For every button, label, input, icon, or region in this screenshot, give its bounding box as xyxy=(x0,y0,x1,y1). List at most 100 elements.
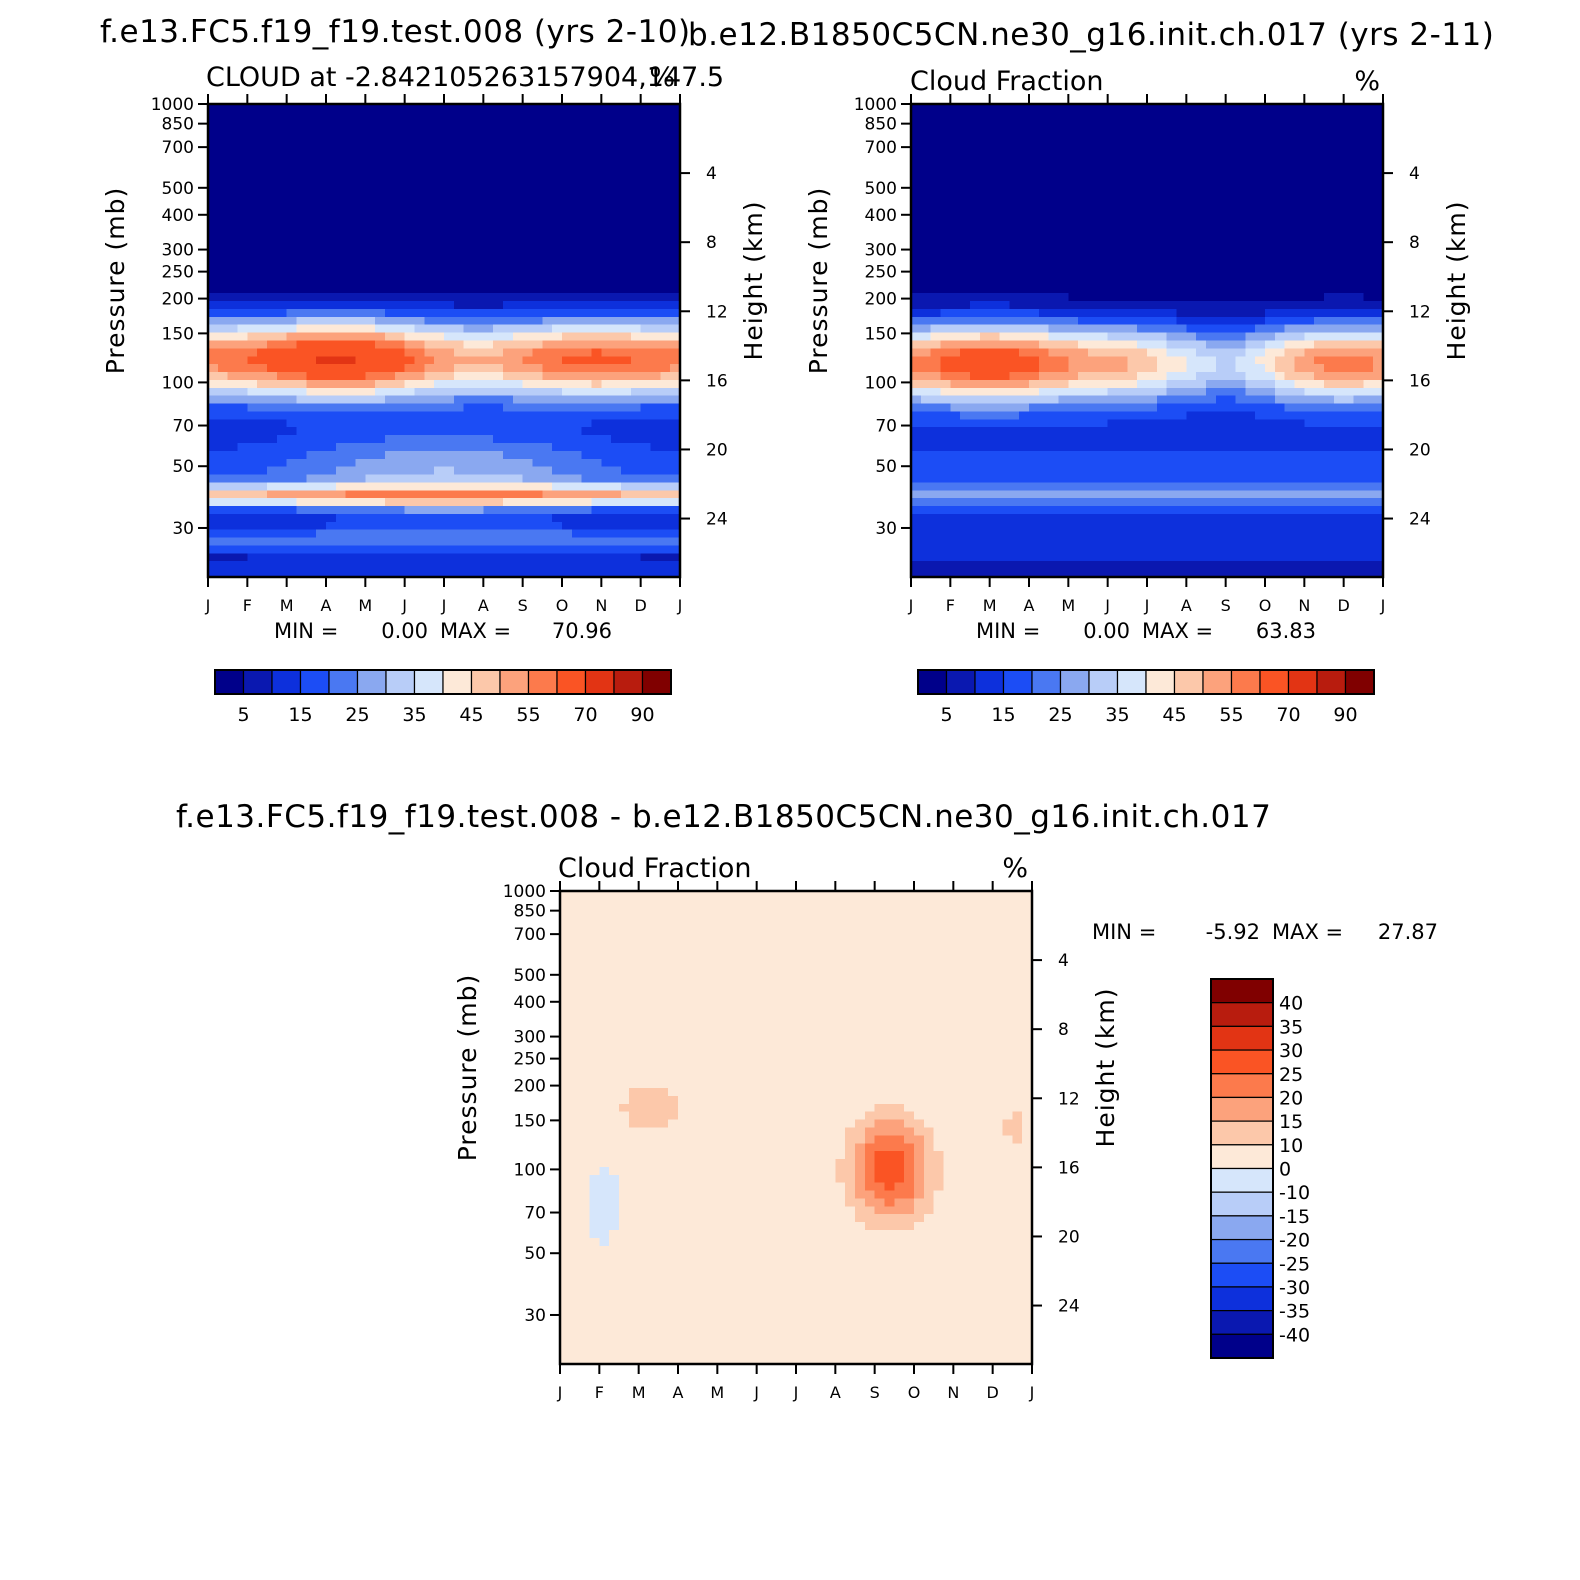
field-cell xyxy=(611,230,622,239)
field-cell xyxy=(1117,537,1128,547)
field-cell xyxy=(424,253,435,263)
field-cell xyxy=(1137,521,1148,531)
field-cell xyxy=(306,119,317,129)
field-cell xyxy=(208,269,219,279)
field-cell xyxy=(1029,293,1040,302)
field-cell xyxy=(591,308,602,318)
field-cell xyxy=(1088,135,1099,145)
field-cell xyxy=(1166,348,1178,357)
field-cell xyxy=(1009,553,1020,562)
field-cell xyxy=(1009,403,1020,413)
field-cell xyxy=(1048,269,1060,279)
field-cell xyxy=(326,387,337,397)
field-cell xyxy=(562,151,573,160)
field-cell xyxy=(970,482,981,491)
field-cell xyxy=(611,127,622,137)
field-cell xyxy=(1235,214,1246,223)
field-cell xyxy=(581,285,593,294)
field-cell xyxy=(453,545,465,554)
field-cell xyxy=(660,198,671,208)
field-cell xyxy=(611,553,622,562)
field-cell xyxy=(414,458,425,468)
field-cell xyxy=(911,427,922,436)
field-cell xyxy=(522,261,534,271)
field-cell xyxy=(542,104,553,113)
field-cell xyxy=(208,419,219,428)
field-cell xyxy=(621,482,632,491)
field-cell xyxy=(601,261,612,271)
field-cell xyxy=(1019,529,1030,539)
field-cell xyxy=(1088,498,1099,507)
field-cell xyxy=(591,111,602,121)
field-cell xyxy=(1078,182,1089,192)
pressure-tick-label: 700 xyxy=(162,138,194,158)
field-cell xyxy=(999,411,1010,420)
field-cell xyxy=(571,277,583,286)
field-cell xyxy=(930,174,942,184)
field-cell xyxy=(601,364,612,373)
field-cell xyxy=(1127,506,1138,515)
field-cell xyxy=(522,316,534,326)
field-cell xyxy=(571,190,583,200)
field-cell xyxy=(640,537,652,547)
field-cell xyxy=(930,245,942,255)
field-cell xyxy=(434,561,445,570)
field-cell xyxy=(591,119,602,129)
field-cell xyxy=(1078,190,1089,200)
field-cell xyxy=(316,119,327,129)
field-cell xyxy=(473,182,484,192)
field-cell xyxy=(267,332,278,342)
field-cell xyxy=(483,513,494,523)
field-cell xyxy=(463,545,475,554)
field-cell xyxy=(286,379,298,389)
field-cell xyxy=(571,545,583,554)
field-cell xyxy=(989,214,1001,223)
field-cell xyxy=(650,253,661,263)
field-cell xyxy=(1225,143,1237,152)
field-cell xyxy=(1127,403,1138,413)
field-cell xyxy=(306,253,317,263)
field-cell xyxy=(296,214,307,223)
field-cell xyxy=(950,482,961,491)
field-cell xyxy=(316,387,327,397)
field-cell xyxy=(444,214,455,223)
field-cell xyxy=(473,466,484,476)
field-cell xyxy=(1117,182,1128,192)
field-cell xyxy=(571,198,583,208)
field-cell xyxy=(1127,159,1138,168)
field-cell xyxy=(581,458,593,468)
field-cell xyxy=(970,529,981,539)
field-cell xyxy=(1097,190,1109,200)
field-cell xyxy=(1215,316,1227,326)
field-cell xyxy=(316,230,327,239)
field-cell xyxy=(217,308,229,318)
field-cell xyxy=(979,293,991,302)
field-cell xyxy=(571,356,583,365)
field-cell xyxy=(920,569,932,578)
field-cell xyxy=(581,387,593,397)
field-cell xyxy=(562,340,573,349)
field-cell xyxy=(404,474,416,483)
field-cell xyxy=(660,277,671,286)
field-cell xyxy=(1166,490,1178,499)
field-cell xyxy=(1068,529,1079,539)
field-cell xyxy=(581,569,593,578)
field-cell xyxy=(434,435,445,444)
field-cell xyxy=(345,545,357,554)
field-cell xyxy=(1019,104,1030,113)
field-cell xyxy=(650,301,661,310)
field-cell xyxy=(621,308,632,318)
field-cell xyxy=(493,293,504,302)
field-cell xyxy=(1156,167,1168,176)
field-cell xyxy=(650,277,661,286)
field-cell xyxy=(1038,245,1050,255)
field-cell xyxy=(1019,182,1030,192)
field-cell xyxy=(247,308,258,318)
field-cell xyxy=(1156,143,1168,152)
field-cell xyxy=(404,206,416,215)
field-cell xyxy=(999,442,1010,452)
field-cell xyxy=(424,419,435,428)
field-cell xyxy=(217,427,229,436)
field-cell xyxy=(670,474,681,483)
field-cell xyxy=(375,174,386,184)
